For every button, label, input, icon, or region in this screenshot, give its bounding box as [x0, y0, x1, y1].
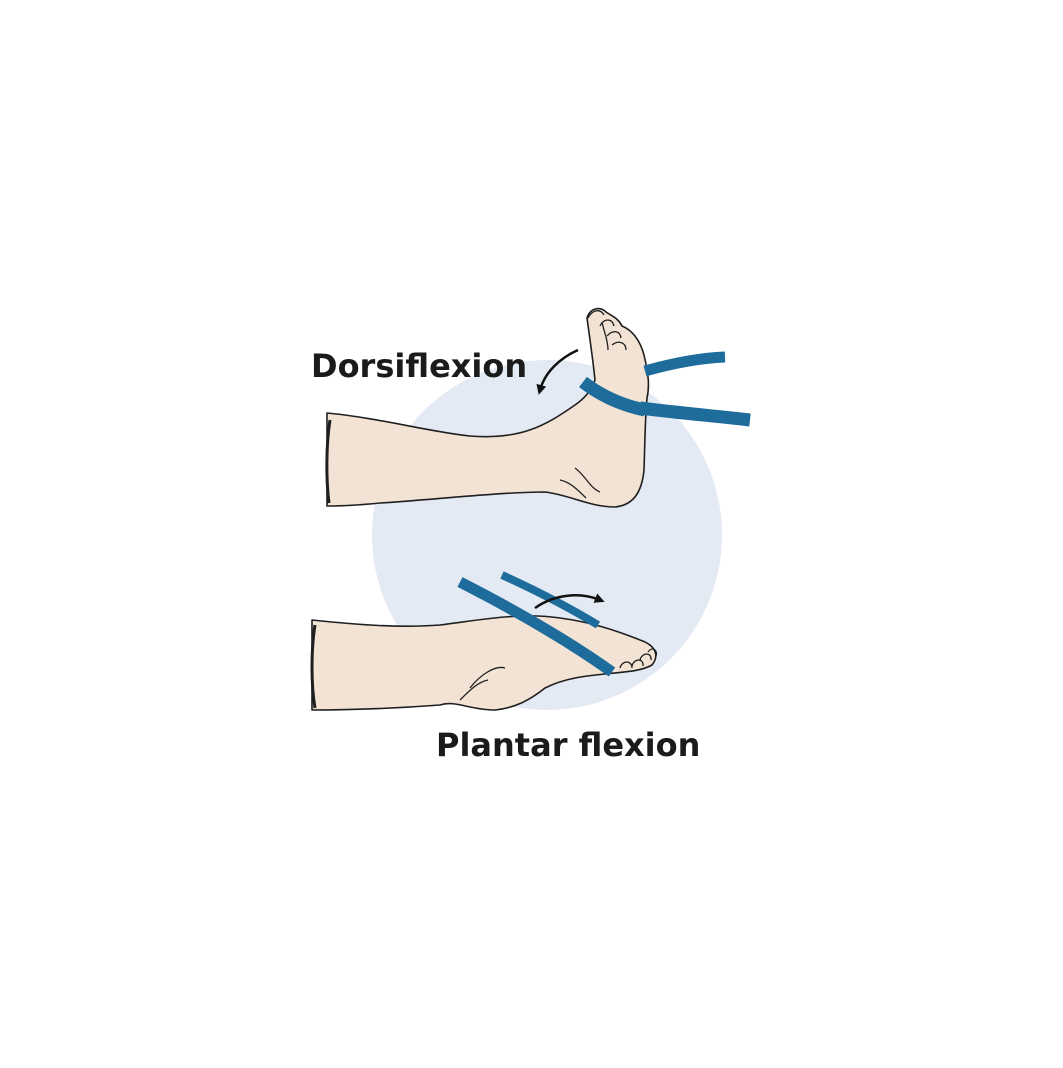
plantar-leg	[310, 571, 658, 711]
plantar-heel-detail	[459, 666, 506, 701]
dorsiflexion-arrow-icon	[536, 348, 579, 395]
dorsiflexion-leg	[325, 307, 751, 508]
plantar-toes	[619, 648, 658, 669]
dorsi-leg-cut	[325, 419, 332, 504]
dorsi-leg-shape	[326, 307, 650, 508]
plantar-leg-cut	[310, 624, 317, 709]
dorsi-band-lower	[639, 401, 751, 427]
dorsi-ankle-detail	[559, 467, 601, 499]
plantar-band-lower	[457, 577, 616, 677]
plantar-flexion-arrow-icon	[534, 593, 605, 610]
plantar-flexion-label: Plantar flexion	[436, 726, 701, 764]
dorsi-band-upper	[643, 351, 726, 377]
dorsiflexion-label: Dorsiflexion	[311, 347, 528, 385]
plantar-band-upper	[500, 571, 601, 629]
dorsi-band-loop	[579, 376, 647, 417]
dorsi-toes	[587, 310, 627, 351]
